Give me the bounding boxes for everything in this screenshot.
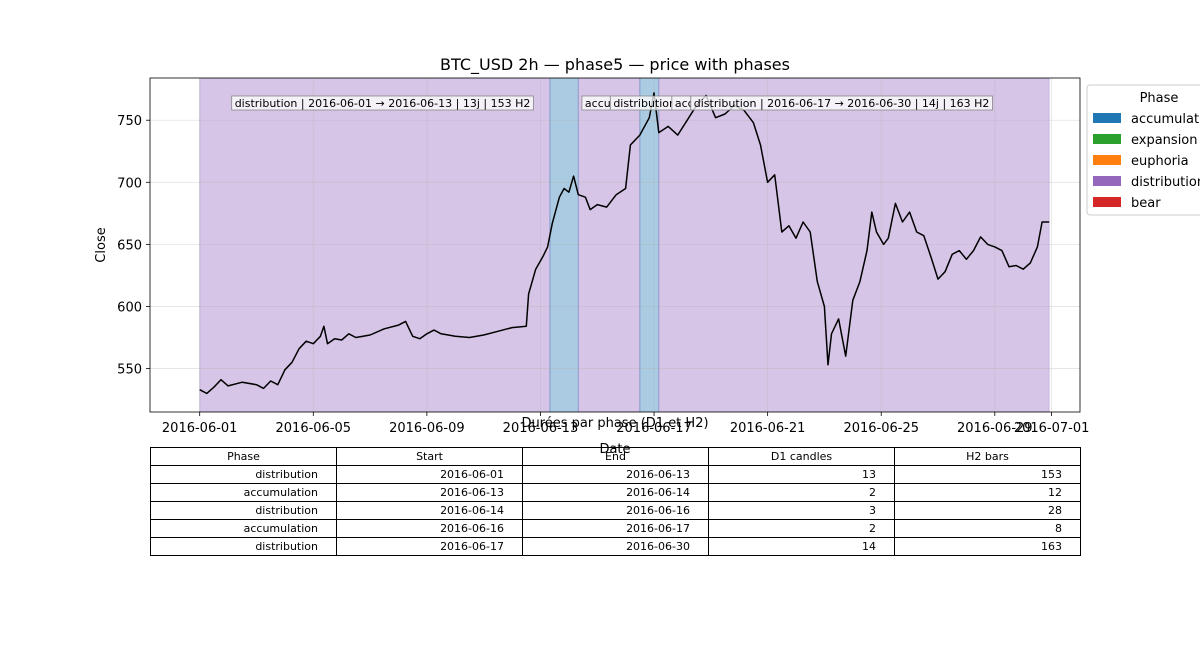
legend-label-distribution: distribution — [1131, 175, 1200, 190]
table-cell: 2016-06-13 — [336, 483, 523, 502]
phase-label-2: distribution | 2016-06-14 → 2016-06-16 |… — [609, 95, 895, 111]
legend-label-bear: bear — [1131, 196, 1161, 211]
legend-swatch-bear — [1093, 197, 1121, 207]
phase-band-distribution — [577, 78, 641, 412]
table-cell: 153 — [894, 465, 1081, 484]
table-cell: 2016-06-16 — [336, 519, 523, 538]
legend-title: Phase — [1140, 91, 1179, 106]
phase-label-1: accumulation | 2016-06-13 → 2016-06-14 |… — [581, 95, 878, 111]
phase-label-text: distribution | 2016-06-17 → 2016-06-30 |… — [694, 97, 990, 110]
legend-swatch-expansion — [1093, 134, 1121, 144]
table-cell: 12 — [894, 483, 1081, 502]
x-tick-label: 2016-06-25 — [843, 421, 919, 436]
phase-label-box — [231, 95, 534, 111]
table-cell: 3 — [708, 501, 895, 520]
table-title: Durées par phase (D1 et H2) — [521, 416, 708, 431]
table-cell: 2016-06-14 — [522, 483, 709, 502]
table-cell: 13 — [708, 465, 895, 484]
y-tick-label: 750 — [117, 114, 142, 129]
table-cell: 2016-06-14 — [336, 501, 523, 520]
table-cell: distribution — [150, 501, 337, 520]
x-tick-label: 2016-06-29 — [957, 421, 1033, 436]
x-tick-label: 2016-06-01 — [162, 421, 238, 436]
x-tick-label: 2016-07-01 — [1014, 421, 1090, 436]
x-tick-label: 2016-06-09 — [389, 421, 465, 436]
table-cell: 2 — [708, 483, 895, 502]
table-row: distribution 2016-06-14 2016-06-16 3 28 — [150, 501, 1081, 520]
table-cell: 163 — [894, 537, 1081, 556]
table-cell: 2016-06-17 — [336, 537, 523, 556]
y-tick-label: 650 — [117, 238, 142, 253]
phase-label-text: distribution | 2016-06-14 → 2016-06-16 |… — [613, 97, 895, 110]
grid — [150, 78, 1080, 412]
legend-label-euphoria: euphoria — [1131, 154, 1189, 169]
table-cell: accumulation — [150, 519, 337, 538]
phase-label-0: distribution | 2016-06-01 → 2016-06-13 |… — [231, 95, 534, 111]
table-row: accumulation 2016-06-16 2016-06-17 2 8 — [150, 519, 1081, 538]
phase-labels: distribution | 2016-06-01 → 2016-06-13 |… — [231, 95, 993, 111]
phase-label-box — [690, 95, 993, 111]
legend-swatch-euphoria — [1093, 155, 1121, 165]
table-cell: 2016-06-16 — [522, 501, 709, 520]
table-cell: distribution — [150, 465, 337, 484]
table-cell: 2016-06-13 — [522, 465, 709, 484]
table-column-header: Start — [336, 447, 523, 466]
legend-swatch-accumulation — [1093, 113, 1121, 123]
phase-band-distribution — [658, 78, 1050, 412]
phase-duration-table: Phase Start End D1 candles H2 bars distribut… — [150, 447, 1081, 556]
table-cell: 2016-06-17 — [522, 519, 709, 538]
phase-label-4: distribution | 2016-06-17 → 2016-06-30 |… — [690, 95, 993, 111]
table-cell: 28 — [894, 501, 1081, 520]
table-column-header: D1 candles — [708, 447, 895, 466]
legend-label-accumulation: accumulation — [1131, 112, 1200, 127]
table-row: accumulation 2016-06-13 2016-06-14 2 12 — [150, 483, 1081, 502]
table-cell: 8 — [894, 519, 1081, 538]
table-column-header: End — [522, 447, 709, 466]
legend-entries: accumulation expansion euphoria distributio… — [1093, 112, 1200, 211]
table-cell: accumulation — [150, 483, 337, 502]
table-column-header: H2 bars — [894, 447, 1081, 466]
y-tick-label: 700 — [117, 176, 142, 191]
phase-bands — [199, 78, 1050, 412]
x-tick-label: 2016-06-21 — [730, 421, 806, 436]
phase-band-distribution — [199, 78, 551, 412]
phase-label-text: accumulation | 2016-06-13 → 2016-06-14 |… — [585, 97, 878, 110]
y-axis-label: Close — [94, 227, 109, 262]
table-cell: 2 — [708, 519, 895, 538]
legend-swatch-distribution — [1093, 176, 1121, 186]
table-body: distribution 2016-06-01 2016-06-13 13 153 acc… — [150, 465, 1081, 556]
phase-label-3: accumulation | 2016-06-16 → 2016-06-17 |… — [671, 95, 961, 111]
x-tick-label: 2016-06-17 — [616, 421, 692, 436]
phase-label-text: accumulation | 2016-06-16 → 2016-06-17 |… — [675, 97, 961, 110]
y-tick-label: 550 — [117, 363, 142, 378]
plot-frame — [149, 77, 1081, 413]
x-axis: 2016-06-01 2016-06-05 2016-06-09 2016-06-13… — [162, 412, 1089, 436]
x-tick-label: 2016-06-05 — [276, 421, 352, 436]
table-row: distribution 2016-06-17 2016-06-30 14 163 — [150, 537, 1081, 556]
table-cell: 14 — [708, 537, 895, 556]
table-cell: distribution — [150, 537, 337, 556]
legend-label-expansion: expansion — [1131, 133, 1198, 148]
legend: Phase accumulation expansion euphoria distr… — [1086, 84, 1200, 216]
table-header-row: Phase Start End D1 candles H2 bars — [150, 447, 1081, 466]
table-cell: 2016-06-30 — [522, 537, 709, 556]
table-cell: 2016-06-01 — [336, 465, 523, 484]
phase-band-accumulation — [549, 78, 579, 412]
x-tick-label: 2016-06-13 — [503, 421, 579, 436]
chart-title: BTC_USD 2h — phase5 — price with phases — [440, 55, 790, 75]
y-tick-label: 600 — [117, 300, 142, 315]
table-column-header: Phase — [150, 447, 337, 466]
phase-band-accumulation — [639, 78, 660, 412]
phase-label-text: distribution | 2016-06-01 → 2016-06-13 |… — [235, 97, 531, 110]
y-axis: 550 600 650 700 750 — [117, 114, 150, 378]
table-row: distribution 2016-06-01 2016-06-13 13 153 — [150, 465, 1081, 484]
